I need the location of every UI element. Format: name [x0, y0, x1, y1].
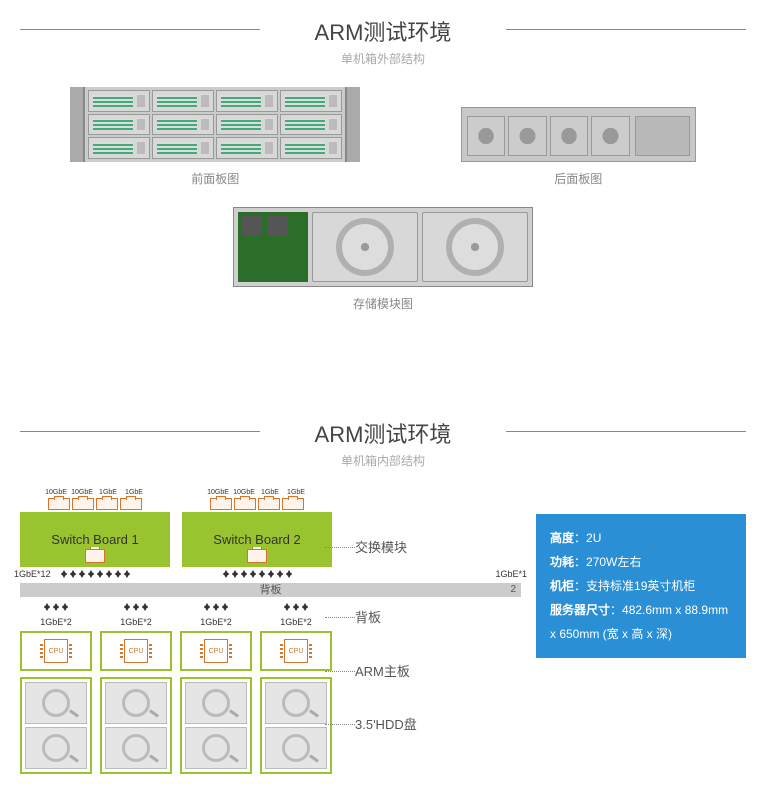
- port-icon: [48, 498, 70, 510]
- cpu-row: CPU CPU CPU CPU: [20, 631, 521, 671]
- callout-switch: 交换模块: [355, 537, 407, 556]
- spec-row: 高度：2U: [550, 526, 732, 550]
- hdd-stack: [20, 677, 92, 774]
- spec-box: 高度：2U 功耗：270W左右 机柜：支持标准19英寸机柜 服务器尺寸：482.…: [536, 514, 746, 658]
- rear-caption: 后面板图: [461, 170, 696, 187]
- section1-title: ARM测试环境: [20, 15, 746, 47]
- cpu-board: CPU: [20, 631, 92, 671]
- cpu-icon: CPU: [44, 639, 68, 663]
- cpu-board: CPU: [180, 631, 252, 671]
- spec-row: 功耗：270W左右: [550, 550, 732, 574]
- server-front-illustration: [70, 87, 360, 162]
- hdd-disk-icon: [185, 727, 247, 769]
- hdd-row: [20, 671, 521, 774]
- port-icon: [258, 498, 280, 510]
- hdd-disk-icon: [105, 727, 167, 769]
- section1-subtitle: 单机箱外部结构: [20, 50, 746, 67]
- port-icon: [234, 498, 256, 510]
- callout-arm: ARM主板: [355, 661, 410, 680]
- hdd-stack: [260, 677, 332, 774]
- section2-subtitle: 单机箱内部结构: [20, 452, 746, 469]
- arrows-switch-backplane: [20, 567, 521, 581]
- cpu-icon: CPU: [204, 639, 228, 663]
- backplane: 背板 2: [20, 583, 521, 597]
- cpu-icon: CPU: [284, 639, 308, 663]
- hdd-stack: [100, 677, 172, 774]
- gbe-2-row: 1GbE*2 1GbE*2 1GbE*2 1GbE*2: [20, 617, 521, 627]
- backplane-row: 1GbE*12 1GbE*1 背板 2: [20, 583, 521, 597]
- section1-header: ARM测试环境 单机箱外部结构: [20, 15, 746, 67]
- switch-board-1: Switch Board 1: [20, 512, 170, 567]
- port-icon: [210, 498, 232, 510]
- spec-row: 机柜：支持标准19英寸机柜: [550, 574, 732, 598]
- front-caption: 前面板图: [70, 170, 360, 187]
- image-row-storage: 存储模块图: [20, 207, 746, 312]
- hdd-disk-icon: [185, 682, 247, 724]
- port-icon: [120, 498, 142, 510]
- hdd-disk-icon: [105, 682, 167, 724]
- hdd-disk-icon: [25, 682, 87, 724]
- rear-panel-block: 后面板图: [461, 107, 696, 187]
- callout-hdd: 3.5'HDD盘: [355, 714, 417, 733]
- switch-group-2: 10GbE 10GbE 1GbE 1GbE Switch Board 2: [182, 489, 332, 567]
- cpu-board: CPU: [100, 631, 172, 671]
- cpu-icon: CPU: [124, 639, 148, 663]
- hdd-disk-icon: [265, 682, 327, 724]
- section2-title: ARM测试环境: [20, 417, 746, 449]
- storage-caption: 存储模块图: [233, 295, 533, 312]
- storage-module-illustration: [233, 207, 533, 287]
- port-icon: [96, 498, 118, 510]
- gbe-12-label: 1GbE*12: [14, 569, 51, 579]
- port-row-2: [182, 498, 332, 510]
- switch-board-2: Switch Board 2: [182, 512, 332, 567]
- front-panel-block: 前面板图: [70, 87, 360, 187]
- arrows-backplane-node: [20, 597, 521, 617]
- port-label-row: 10GbE 10GbE 1GbE 1GbE: [182, 489, 332, 496]
- gbe-1-label: 1GbE*1: [495, 569, 527, 579]
- cpu-board: CPU: [260, 631, 332, 671]
- spec-row: 服务器尺寸：482.6mm x 88.9mm x 650mm (宽 x 高 x …: [550, 598, 732, 646]
- diagram-wrap: 10GbE 10GbE 1GbE 1GbE Switch Board 1 10G…: [20, 489, 746, 774]
- port-row-1: [20, 498, 170, 510]
- server-rear-illustration: [461, 107, 696, 162]
- callout-backplane: 背板: [355, 607, 381, 626]
- switch-group-1: 10GbE 10GbE 1GbE 1GbE Switch Board 1: [20, 489, 170, 567]
- hdd-disk-icon: [265, 727, 327, 769]
- architecture-diagram: 10GbE 10GbE 1GbE 1GbE Switch Board 1 10G…: [20, 489, 521, 774]
- port-icon: [72, 498, 94, 510]
- port-icon: [282, 498, 304, 510]
- switch-row: 10GbE 10GbE 1GbE 1GbE Switch Board 1 10G…: [20, 489, 521, 567]
- port-label-row: 10GbE 10GbE 1GbE 1GbE: [20, 489, 170, 496]
- hdd-disk-icon: [25, 727, 87, 769]
- hdd-stack: [180, 677, 252, 774]
- section2-header: ARM测试环境 单机箱内部结构: [20, 417, 746, 469]
- image-row-top: 前面板图 后面板图: [20, 87, 746, 187]
- storage-module-block: 存储模块图: [233, 207, 533, 312]
